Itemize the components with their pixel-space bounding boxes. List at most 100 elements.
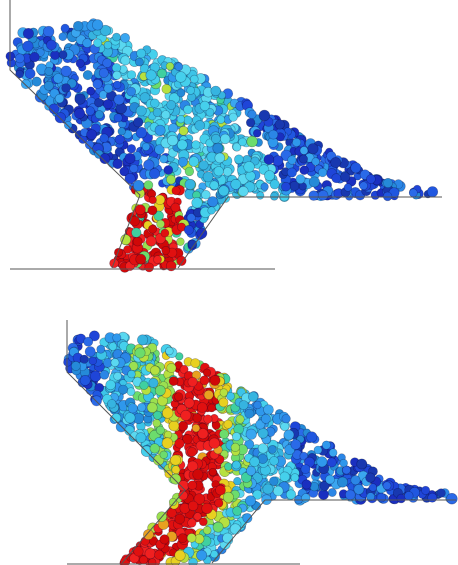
particle <box>163 165 174 175</box>
particle <box>147 205 158 216</box>
particle <box>292 137 302 147</box>
particle <box>177 421 189 432</box>
particle <box>168 376 179 386</box>
particle <box>233 477 242 486</box>
particle <box>165 62 175 71</box>
particle <box>136 48 147 59</box>
particle <box>202 171 214 183</box>
particle <box>178 490 188 501</box>
particle <box>280 421 290 432</box>
particle <box>148 377 159 388</box>
particle <box>85 106 95 116</box>
particle <box>262 483 274 495</box>
particle <box>170 454 182 466</box>
particle <box>308 176 320 188</box>
particle <box>112 80 122 90</box>
particle <box>258 109 271 122</box>
particle <box>120 234 132 246</box>
particle <box>256 191 265 200</box>
particle <box>48 103 60 115</box>
particle <box>43 80 54 91</box>
particle <box>231 460 241 470</box>
particle <box>174 549 186 562</box>
particle <box>327 488 337 497</box>
particle <box>317 190 329 201</box>
particle <box>269 192 279 201</box>
particle <box>213 166 224 177</box>
particle <box>44 66 54 76</box>
particle <box>105 379 116 391</box>
particle <box>222 491 234 503</box>
particle <box>139 92 151 104</box>
particle <box>427 492 438 503</box>
particle <box>194 120 205 131</box>
particle <box>113 371 122 381</box>
particle <box>149 443 160 454</box>
particle <box>268 129 279 140</box>
particle <box>199 375 210 386</box>
particle <box>238 186 249 197</box>
particle <box>22 27 34 39</box>
particle <box>187 480 198 491</box>
particle <box>58 50 68 60</box>
particle <box>190 358 201 368</box>
particle <box>214 498 224 508</box>
particle <box>421 485 431 495</box>
particle <box>285 489 297 500</box>
particle <box>207 403 216 413</box>
particle <box>215 484 226 496</box>
particle <box>202 368 212 377</box>
particle <box>328 448 338 458</box>
particle <box>187 376 198 387</box>
particle <box>290 473 300 482</box>
particle <box>209 180 219 191</box>
particle <box>99 153 111 164</box>
hopper-walls <box>9 0 456 565</box>
particle <box>186 86 195 95</box>
particle <box>210 133 221 144</box>
particle <box>223 419 233 429</box>
particle <box>118 384 128 395</box>
particle <box>137 334 149 346</box>
particle <box>174 62 183 71</box>
particle <box>269 476 279 486</box>
particle <box>253 129 262 138</box>
particle <box>184 178 196 190</box>
particle <box>46 39 57 51</box>
particle <box>117 127 126 136</box>
particle <box>132 236 143 247</box>
particle <box>174 513 186 525</box>
particle <box>246 135 258 148</box>
particle <box>161 437 174 449</box>
particle <box>88 356 98 366</box>
particle <box>22 40 34 52</box>
particle <box>202 525 212 535</box>
particle <box>149 168 161 180</box>
particle <box>260 182 269 191</box>
particle <box>171 465 181 475</box>
particle <box>231 432 241 442</box>
particle <box>232 142 242 152</box>
particle <box>330 157 342 168</box>
particle <box>108 342 118 351</box>
particle <box>141 142 151 152</box>
top-right-wall <box>177 196 442 269</box>
particle <box>126 86 136 97</box>
particle <box>145 69 157 81</box>
particle <box>119 166 129 177</box>
particle <box>279 471 290 482</box>
particle <box>29 51 40 63</box>
particle <box>208 468 217 477</box>
particle <box>366 174 376 184</box>
particle <box>79 374 91 386</box>
particle <box>154 124 166 136</box>
particle <box>83 336 94 347</box>
particle <box>177 156 188 167</box>
particle <box>188 557 198 565</box>
particle <box>113 94 125 106</box>
particle <box>144 262 154 273</box>
particle <box>426 186 439 198</box>
particle <box>229 523 241 535</box>
particle <box>177 480 190 492</box>
particle <box>131 227 142 238</box>
